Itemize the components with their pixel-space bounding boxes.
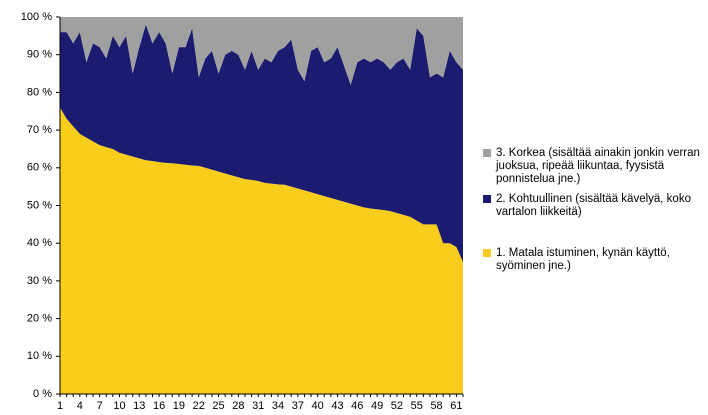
x-tick-label: 16	[153, 400, 165, 412]
y-tick-label: 40 %	[27, 237, 52, 249]
y-tick-label: 60 %	[27, 162, 52, 174]
y-tick-label: 10 %	[27, 350, 52, 362]
legend-label: 2. Kohtuullinen (sisältää kävelyä, koko …	[496, 193, 691, 218]
legend-swatch	[483, 195, 491, 203]
x-tick-label: 52	[391, 400, 403, 412]
x-tick-label: 19	[173, 400, 185, 412]
x-tick-label: 4	[77, 400, 83, 412]
y-tick-label: 50 %	[27, 199, 52, 211]
x-tick-label: 7	[97, 400, 103, 412]
x-tick-label: 22	[193, 400, 205, 412]
y-tick-label: 0 %	[33, 388, 52, 400]
x-tick-label: 40	[312, 400, 324, 412]
y-tick-label: 100 %	[21, 11, 52, 23]
y-tick-label: 70 %	[27, 124, 52, 136]
legend-entry: 1. Matala istuminen, kynän käyttö, syömi…	[483, 247, 708, 273]
x-tick-label: 28	[232, 400, 244, 412]
x-tick-label: 25	[212, 400, 224, 412]
x-tick-label: 10	[113, 400, 125, 412]
x-tick-label: 37	[292, 400, 304, 412]
y-tick-label: 30 %	[27, 275, 52, 287]
legend-swatch	[483, 249, 491, 257]
y-tick-label: 90 %	[27, 49, 52, 61]
y-tick-label: 80 %	[27, 86, 52, 98]
legend-label: 3. Korkea (sisältää ainakin jonkin verra…	[496, 147, 700, 185]
x-tick-label: 46	[351, 400, 363, 412]
legend-entry: 3. Korkea (sisältää ainakin jonkin verra…	[483, 147, 708, 186]
x-tick-label: 55	[411, 400, 423, 412]
legend-label: 1. Matala istuminen, kynän käyttö, syömi…	[496, 247, 670, 272]
y-tick-label: 20 %	[27, 313, 52, 325]
x-tick-label: 31	[252, 400, 264, 412]
area	[60, 107, 463, 394]
area	[60, 24, 463, 263]
x-tick-label: 58	[430, 400, 442, 412]
legend-swatch	[483, 149, 491, 157]
x-tick-label: 1	[57, 400, 63, 412]
legend-entry: 2. Kohtuullinen (sisältää kävelyä, koko …	[483, 193, 708, 219]
x-tick-label: 49	[371, 400, 383, 412]
area	[60, 17, 463, 85]
x-tick-label: 13	[133, 400, 145, 412]
x-tick-label: 34	[272, 400, 284, 412]
x-tick-label: 61	[450, 400, 462, 412]
x-tick-label: 43	[331, 400, 343, 412]
